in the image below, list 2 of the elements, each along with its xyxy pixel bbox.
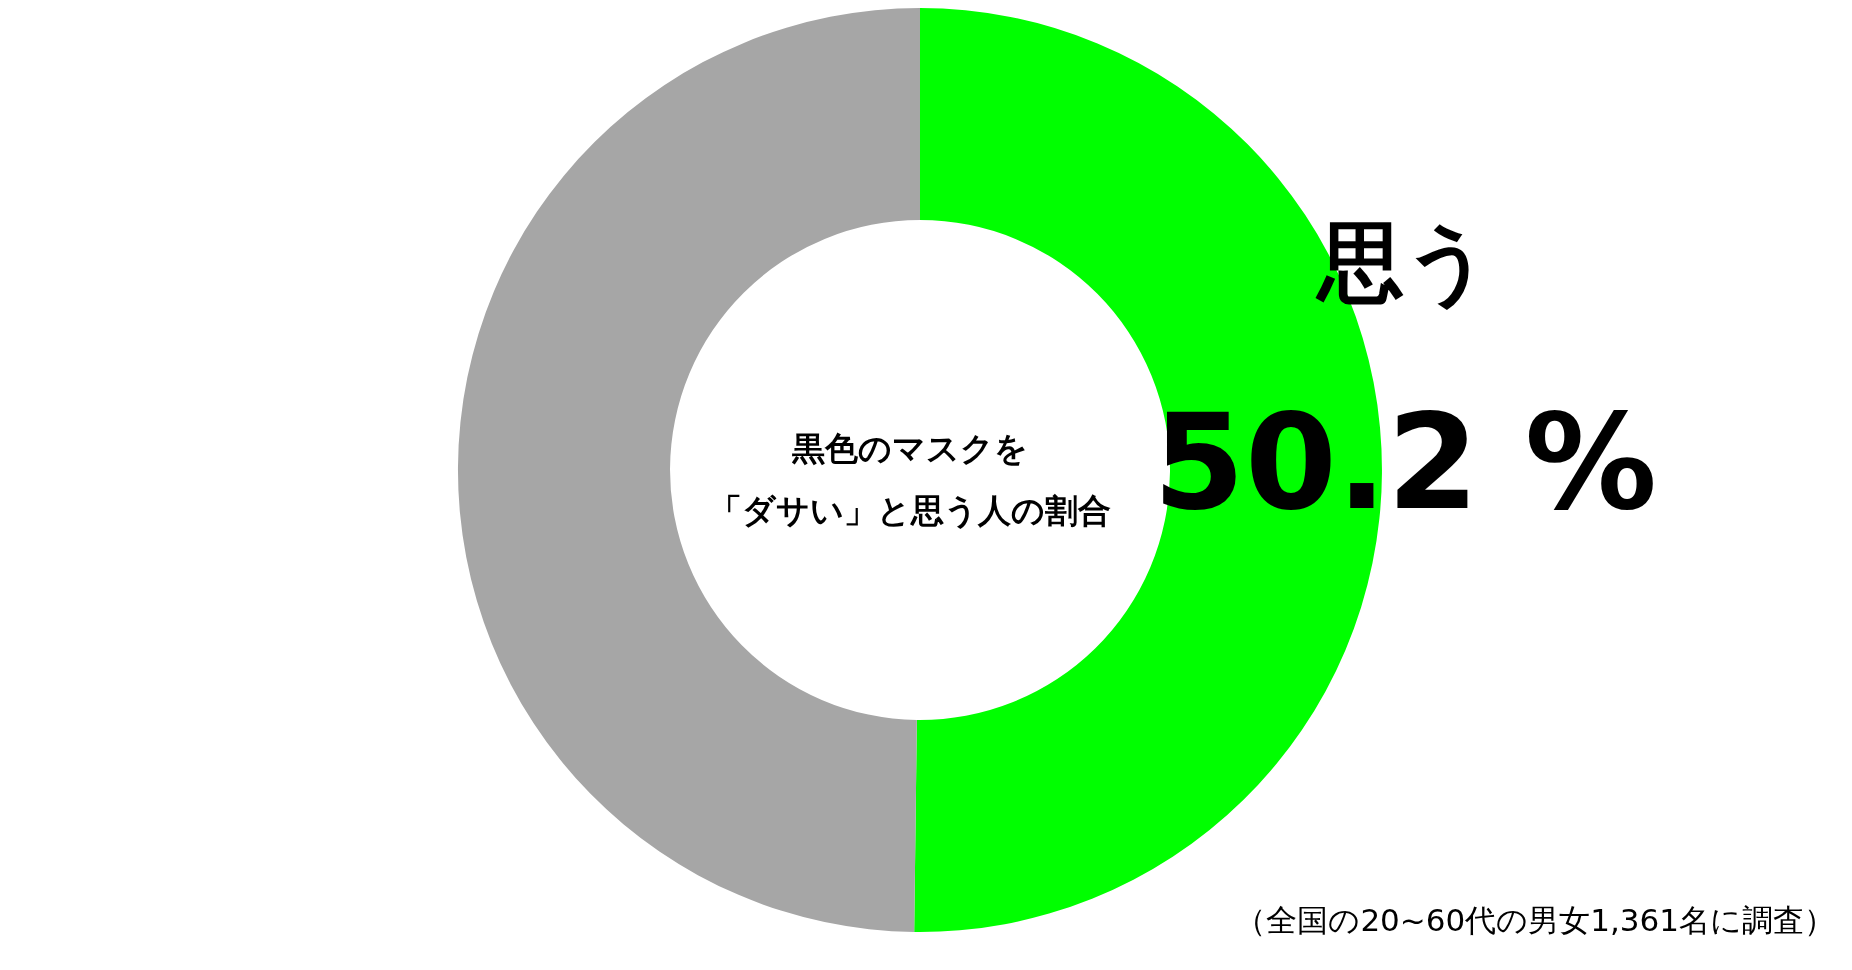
text: 黒色のマスクを「ダサい」と思う人の割合 (709, 429, 1111, 530)
text: （全国の20~60代の男女1,361名に調査） (1235, 902, 1835, 938)
